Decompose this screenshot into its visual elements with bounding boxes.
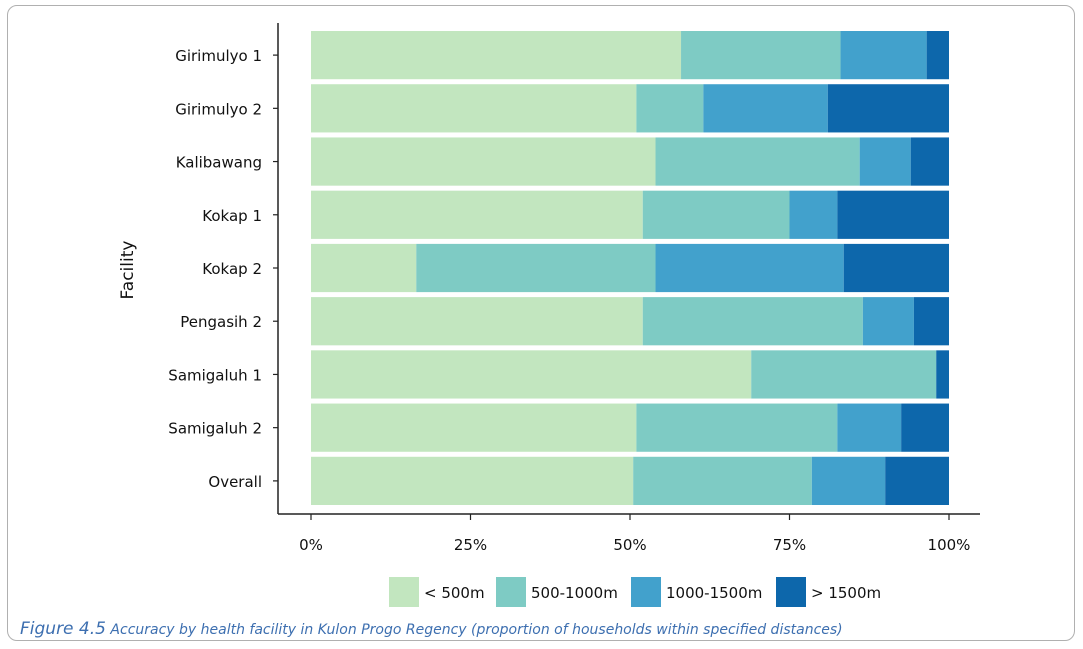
bar-kalibawang-1000-1500m <box>859 137 911 186</box>
bar-kokap-1-1000-1500m <box>789 190 838 239</box>
bar-kalibawang-1500m <box>910 137 949 186</box>
figure-frame <box>7 5 1075 641</box>
y-tick-label: Samigaluh 1 <box>168 366 262 384</box>
bar-overall-1500m <box>885 456 949 505</box>
x-tick-label: 50% <box>613 536 646 554</box>
bar-overall-500m <box>311 456 634 505</box>
legend-label-500-1000m: 500-1000m <box>531 584 618 602</box>
y-tick-label: Pengasih 2 <box>180 313 262 331</box>
bar-girimulyo-1-500m <box>311 31 682 80</box>
x-tick-label: 25% <box>454 536 487 554</box>
bar-girimulyo-2-500-1000m <box>636 84 704 133</box>
legend-swatch-500m <box>389 577 419 607</box>
bar-samigaluh-2-1000-1500m <box>837 403 902 452</box>
legend-swatch-1500m <box>776 577 806 607</box>
y-tick-label: Kokap 1 <box>202 207 262 225</box>
bar-samigaluh-1-500m <box>311 350 752 399</box>
x-tick-label: 75% <box>773 536 806 554</box>
bar-girimulyo-2-1000-1500m <box>703 84 828 133</box>
bar-girimulyo-2-1500m <box>827 84 949 133</box>
bar-kokap-2-500m <box>311 243 417 293</box>
bar-samigaluh-2-500m <box>311 403 637 452</box>
bar-kokap-2-1500m <box>843 243 949 293</box>
x-ticks-layer: 0% 25% 50% 75% 100% <box>299 514 970 554</box>
bar-pengasih-2-1000-1500m <box>862 297 914 346</box>
bar-girimulyo-2-500m <box>311 84 637 133</box>
y-tick-label: Girimulyo 2 <box>175 100 262 118</box>
y-tick-label: Kokap 2 <box>202 260 262 278</box>
legend: < 500m 500-1000m 1000-1500m > 1500m <box>389 577 881 607</box>
legend-label-1000-1500m: 1000-1500m <box>666 584 762 602</box>
bar-kokap-1-1500m <box>837 190 949 239</box>
bar-overall-1000-1500m <box>811 456 886 505</box>
bar-girimulyo-1-1500m <box>926 31 949 80</box>
bar-pengasih-2-500-1000m <box>642 297 863 346</box>
caption-text: Accuracy by health facility in Kulon Pro… <box>110 622 843 638</box>
bar-samigaluh-2-1500m <box>901 403 949 452</box>
bar-pengasih-2-1500m <box>913 297 949 346</box>
legend-label-500m: < 500m <box>424 584 485 602</box>
legend-swatch-500-1000m <box>496 577 526 607</box>
bar-kokap-2-500-1000m <box>416 243 656 293</box>
bar-pengasih-2-500m <box>311 297 643 346</box>
bar-overall-500-1000m <box>633 456 812 505</box>
y-tick-label: Kalibawang <box>176 154 262 172</box>
bar-kokap-2-1000-1500m <box>655 243 844 293</box>
x-tick-label: 100% <box>928 536 971 554</box>
legend-label-1500m: > 1500m <box>811 584 881 602</box>
figure-caption: Figure 4.5 Accuracy by health facility i… <box>20 619 843 639</box>
y-tick-label: Overall <box>208 473 262 491</box>
bar-kokap-1-500m <box>311 190 643 239</box>
bar-girimulyo-1-1000-1500m <box>840 31 927 80</box>
bar-samigaluh-2-500-1000m <box>636 403 838 452</box>
legend-swatch-1000-1500m <box>631 577 661 607</box>
bar-kokap-1-500-1000m <box>642 190 790 239</box>
bar-girimulyo-1-500-1000m <box>681 31 841 80</box>
x-tick-label: 0% <box>299 536 323 554</box>
bar-kalibawang-500-1000m <box>655 137 860 186</box>
y-axis-title: Facility <box>118 241 138 300</box>
bar-kalibawang-500m <box>311 137 656 186</box>
bar-samigaluh-1-1500m <box>936 350 949 399</box>
y-tick-label: Girimulyo 1 <box>175 47 262 65</box>
bar-samigaluh-1-500-1000m <box>751 350 937 399</box>
caption-figure-label: Figure 4.5 <box>20 619 106 639</box>
y-ticks-layer: Girimulyo 1 Girimulyo 2 Kalibawang Kokap 1 K… <box>168 47 278 491</box>
bars-layer <box>311 31 949 505</box>
y-tick-label: Samigaluh 2 <box>168 420 262 438</box>
